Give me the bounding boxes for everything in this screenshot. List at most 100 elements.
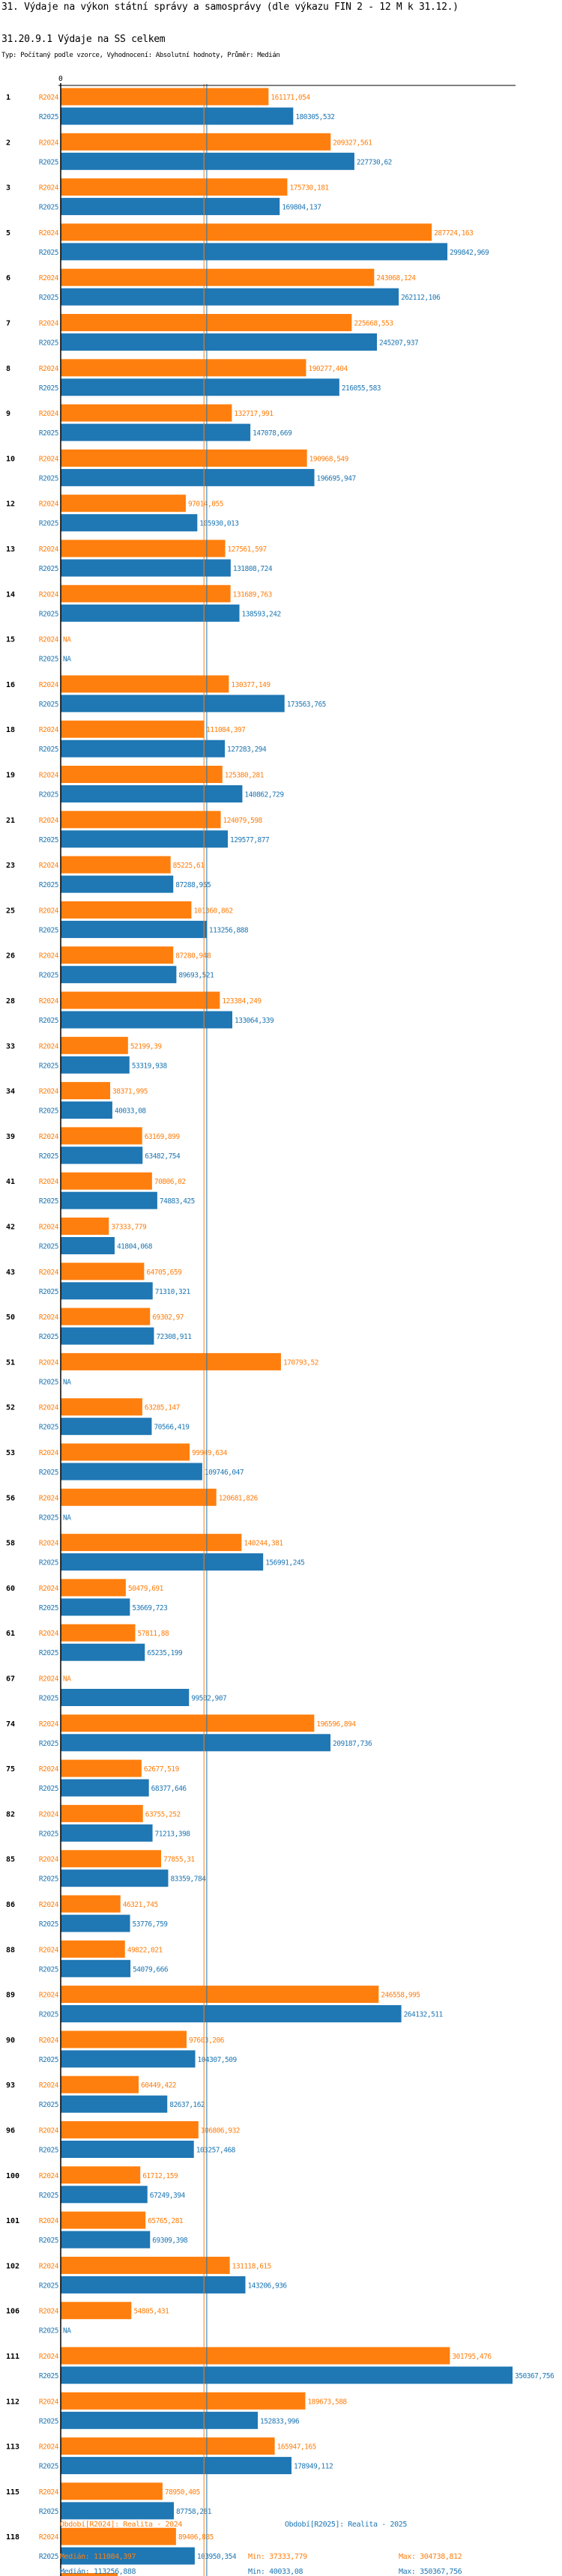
value-label-r2025: 71213,398	[155, 1830, 191, 1838]
series-label-r2025: R2025	[39, 2237, 58, 2245]
category-label: 33	[6, 1042, 15, 1050]
value-label-r2025: 173563,765	[287, 701, 326, 709]
series-label-r2025: R2025	[39, 2101, 58, 2109]
category-label: 10	[6, 455, 15, 463]
category-label: 88	[6, 1946, 15, 1954]
series-label-r2024: R2024	[39, 2127, 59, 2135]
value-label-r2025: 87288,955	[175, 881, 211, 889]
category-label: 23	[6, 862, 15, 870]
value-label-r2024: NA	[63, 1675, 71, 1684]
series-label-r2025: R2025	[39, 1288, 58, 1296]
bar-r2025	[61, 1056, 130, 1074]
value-label-r2024: 111084,397	[206, 726, 245, 734]
series-label-r2025: R2025	[39, 1197, 58, 1206]
value-label-r2025: 53319,938	[132, 1062, 168, 1070]
value-label-r2024: 132717,991	[234, 410, 274, 418]
series-label-r2025: R2025	[39, 2508, 58, 2516]
bar-r2024	[61, 539, 226, 557]
bar-r2025	[61, 1959, 131, 1977]
series-label-r2024: R2024	[39, 2353, 59, 2361]
series-label-r2025: R2025	[39, 1559, 58, 1567]
bar-r2024	[61, 1352, 281, 1370]
value-label-r2025: 131808,724	[233, 565, 273, 573]
series-label-r2025: R2025	[39, 1378, 58, 1386]
category-label: 50	[6, 1313, 15, 1322]
value-label-r2024: 70806,02	[154, 1178, 186, 1186]
bar-r2025	[61, 1101, 112, 1119]
series-label-r2024: R2024	[39, 1675, 59, 1684]
bar-r2024	[61, 675, 229, 693]
category-label: 101	[6, 2217, 19, 2225]
series-label-r2024: R2024	[39, 545, 59, 554]
bar-r2025	[61, 2050, 196, 2068]
bar-r2025	[61, 695, 285, 713]
bar-r2024	[61, 1082, 111, 1100]
bar-r2024	[61, 2166, 141, 2184]
bar-r2024	[61, 1036, 128, 1054]
value-label-r2025: 53776,759	[133, 1920, 169, 1929]
series-label-r2024: R2024	[39, 1540, 59, 1548]
series-label-r2024: R2024	[39, 590, 59, 599]
value-label-r2024: 63285,147	[145, 1404, 180, 1412]
bar-r2025	[61, 830, 229, 848]
series-label-r2025: R2025	[39, 1107, 58, 1116]
value-label-r2025: NA	[63, 1378, 71, 1386]
category-label: 34	[6, 1088, 15, 1096]
value-label-r2025: 264132,511	[404, 2011, 444, 2019]
bar-r2024	[61, 1986, 379, 2004]
series-label-r2024: R2024	[39, 1358, 59, 1367]
bar-r2025	[61, 2186, 148, 2204]
stat-min-r2025: Min: 40033,08	[248, 2568, 303, 2576]
value-label-r2025: 147078,669	[253, 429, 292, 438]
series-label-r2024: R2024	[39, 2172, 59, 2180]
series-label-r2024: R2024	[39, 1765, 59, 1774]
series-label-r2024: R2024	[39, 1630, 59, 1638]
category-label: 51	[6, 1358, 15, 1367]
series-label-r2025: R2025	[39, 972, 58, 980]
category-label: 2	[6, 139, 10, 147]
bar-r2025	[61, 152, 354, 170]
value-label-r2025: 54079,666	[133, 1965, 169, 1974]
category-label: 3	[6, 184, 10, 193]
value-label-r2025: 169804,137	[282, 204, 321, 212]
category-label: 13	[6, 545, 15, 554]
bar-r2024	[61, 2256, 230, 2274]
series-label-r2025: R2025	[39, 429, 58, 438]
category-label: 52	[6, 1404, 15, 1412]
category-label: 106	[6, 2308, 19, 2316]
category-label: 28	[6, 997, 15, 1006]
value-label-r2024: 209327,561	[333, 139, 372, 147]
series-label-r2024: R2024	[39, 2262, 59, 2270]
category-label: 89	[6, 1992, 15, 2000]
bar-r2024	[61, 720, 205, 738]
series-label-r2024: R2024	[39, 320, 59, 328]
series-label-r2024: R2024	[39, 2533, 59, 2542]
category-label: 61	[6, 1630, 15, 1638]
series-label-r2025: R2025	[39, 2282, 58, 2290]
series-label-r2024: R2024	[39, 1585, 59, 1593]
bar-r2025	[61, 1598, 130, 1616]
series-label-r2024: R2024	[39, 636, 59, 644]
value-label-r2025: 113256,888	[209, 926, 249, 934]
bar-r2024	[61, 2482, 163, 2500]
bar-r2025	[61, 514, 198, 532]
bar-r2025	[61, 875, 174, 893]
bar-r2024	[61, 1398, 142, 1416]
series-label-r2024: R2024	[39, 1810, 59, 1818]
series-label-r2024: R2024	[39, 2443, 59, 2452]
value-label-r2025: 41804,068	[117, 1243, 153, 1251]
value-label-r2025: 262112,106	[401, 294, 441, 302]
value-label-r2025: 350367,756	[515, 2372, 555, 2380]
series-label-r2024: R2024	[39, 1901, 59, 1909]
bar-r2024	[61, 856, 171, 874]
value-label-r2024: 69302,97	[152, 1313, 184, 1322]
value-label-r2025: 63482,754	[145, 1152, 181, 1161]
x-tick-label: 0	[58, 75, 63, 83]
series-label-r2025: R2025	[39, 158, 58, 166]
value-label-r2025: 104307,509	[198, 2056, 238, 2064]
value-label-r2025: 72308,911	[156, 1333, 192, 1341]
series-label-r2024: R2024	[39, 1042, 59, 1050]
bar-r2025	[61, 243, 448, 261]
bar-r2024	[61, 1534, 242, 1552]
category-label: 6	[6, 274, 10, 282]
